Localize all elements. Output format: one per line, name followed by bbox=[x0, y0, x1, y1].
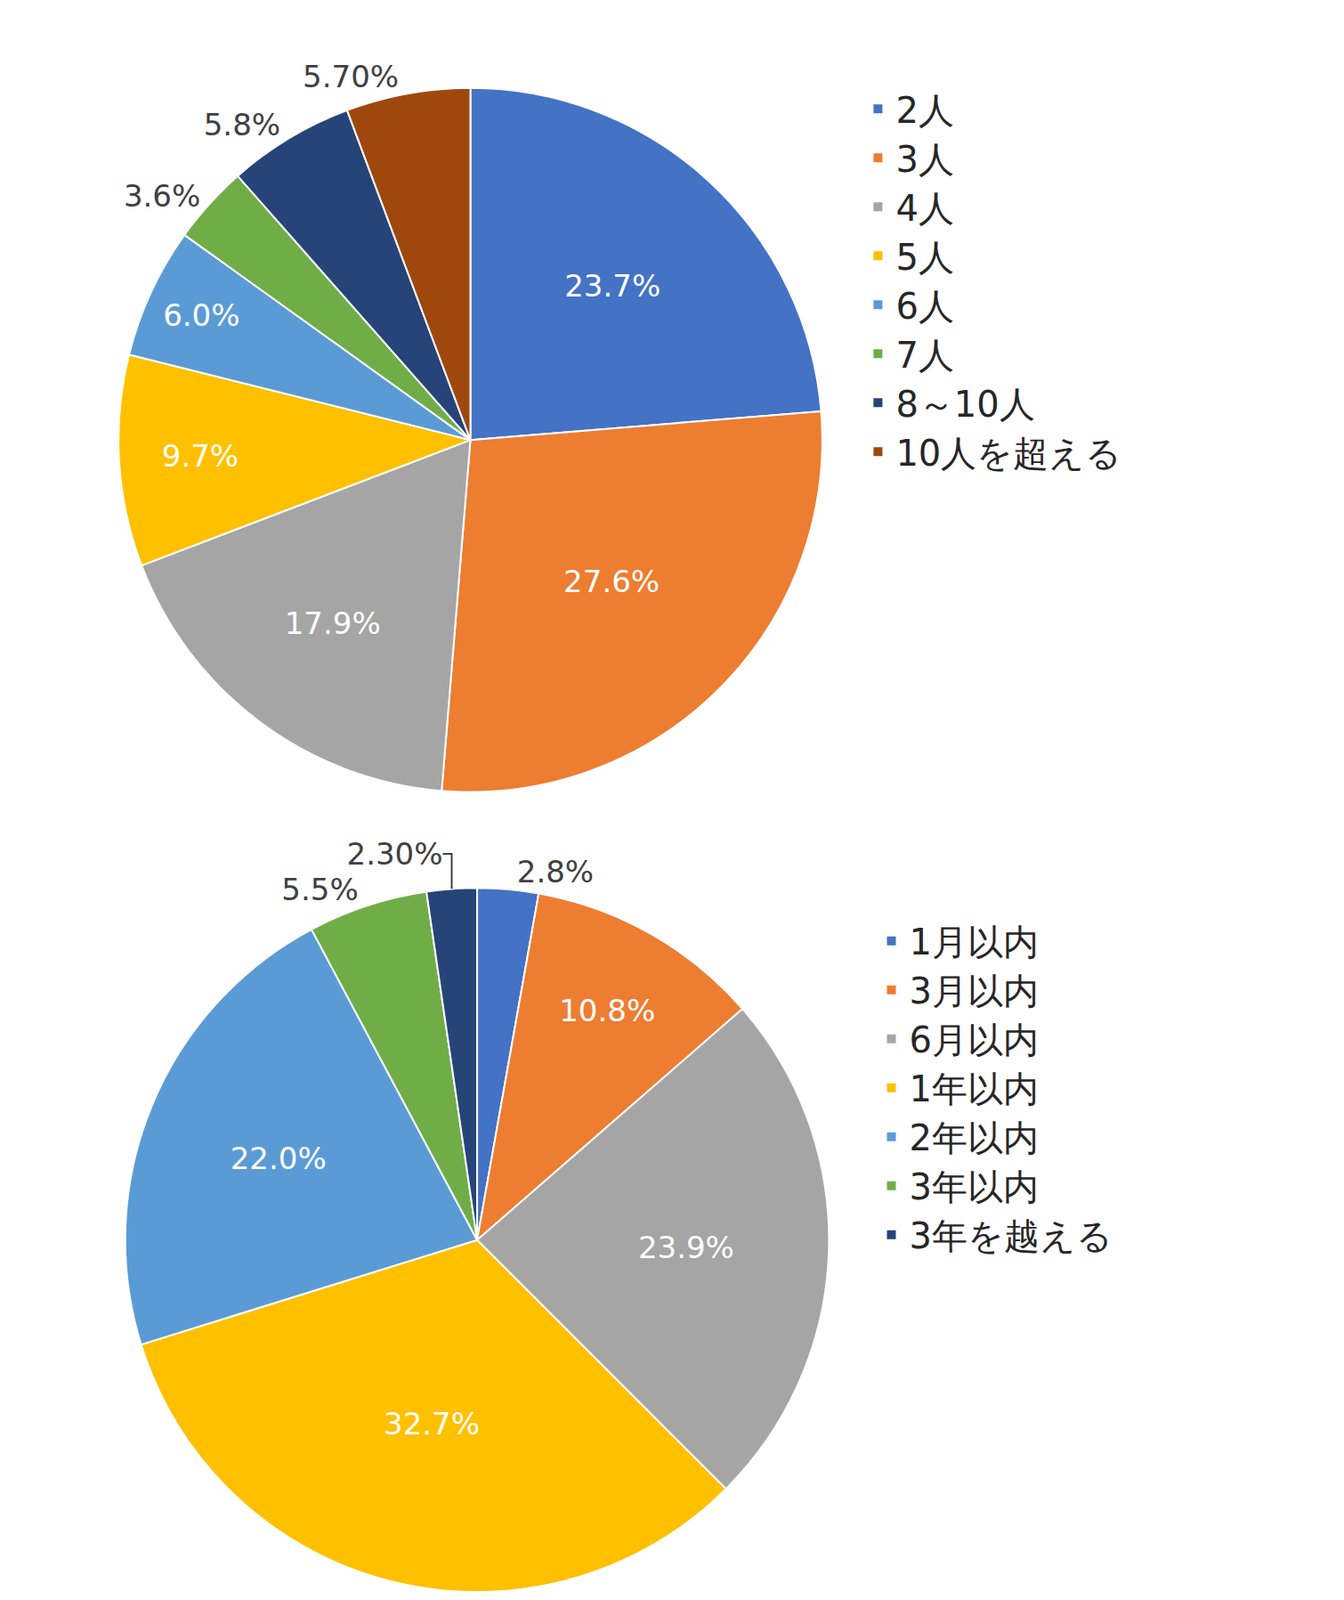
svg-text:5人: 5人 bbox=[895, 236, 954, 278]
svg-text:23.9%: 23.9% bbox=[638, 1229, 735, 1265]
svg-text:10.8%: 10.8% bbox=[558, 992, 656, 1029]
svg-text:2年以内: 2年以内 bbox=[909, 1117, 1039, 1158]
svg-text:1月以内: 1月以内 bbox=[909, 921, 1039, 963]
svg-text:3年以内: 3年以内 bbox=[909, 1165, 1039, 1207]
svg-text:4人: 4人 bbox=[895, 187, 954, 229]
svg-text:27.6%: 27.6% bbox=[563, 563, 660, 600]
svg-text:22.0%: 22.0% bbox=[230, 1140, 327, 1176]
svg-text:5.5%: 5.5% bbox=[281, 871, 358, 907]
svg-text:2人: 2人 bbox=[895, 89, 954, 131]
svg-text:6月以内: 6月以内 bbox=[909, 1019, 1039, 1061]
svg-text:23.7%: 23.7% bbox=[564, 267, 661, 304]
svg-text:5.8%: 5.8% bbox=[203, 106, 281, 143]
svg-text:3.6%: 3.6% bbox=[123, 178, 201, 214]
svg-text:2.30%: 2.30% bbox=[346, 835, 443, 872]
svg-text:3年を越える: 3年を越える bbox=[909, 1214, 1113, 1256]
svg-text:32.7%: 32.7% bbox=[383, 1405, 480, 1442]
svg-text:3人: 3人 bbox=[895, 138, 954, 180]
svg-text:3月以内: 3月以内 bbox=[909, 970, 1039, 1012]
svg-text:9.7%: 9.7% bbox=[161, 437, 239, 474]
svg-text:8～10人: 8～10人 bbox=[895, 383, 1035, 425]
svg-text:1年以内: 1年以内 bbox=[909, 1068, 1039, 1110]
svg-text:6.0%: 6.0% bbox=[162, 297, 240, 333]
svg-text:5.70%: 5.70% bbox=[302, 58, 399, 95]
svg-text:10人を超える: 10人を超える bbox=[895, 432, 1122, 474]
svg-text:6人: 6人 bbox=[895, 285, 954, 327]
svg-text:2.8%: 2.8% bbox=[517, 853, 594, 890]
svg-text:17.9%: 17.9% bbox=[284, 605, 381, 641]
svg-text:7人: 7人 bbox=[895, 334, 954, 376]
